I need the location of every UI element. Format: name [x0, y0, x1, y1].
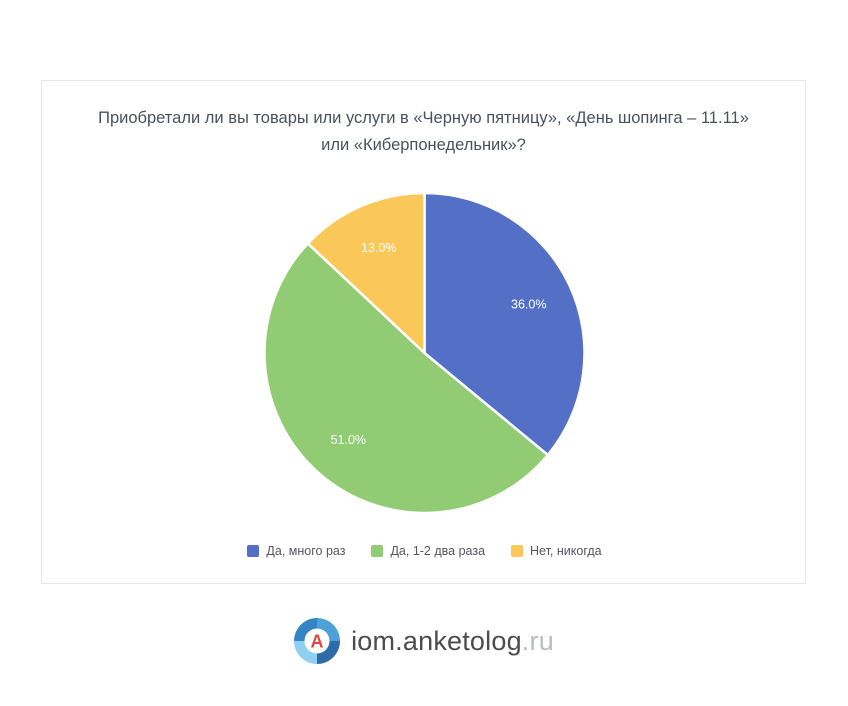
- legend-item-one-two-times[interactable]: Да, 1-2 два раза: [371, 544, 485, 558]
- pie-slice-0[interactable]: [423, 191, 586, 457]
- legend-item-never[interactable]: Нет, никогда: [511, 544, 602, 558]
- legend-swatch: [247, 545, 260, 557]
- legend-item-many-times[interactable]: Да, много раз: [247, 544, 345, 558]
- brand-name: iom.anketolog: [351, 625, 522, 656]
- legend-swatch: [371, 545, 384, 557]
- brand-suffix: .ru: [521, 625, 554, 656]
- brand-text: iom.anketolog.ru: [351, 626, 554, 657]
- pie-slice-1[interactable]: [263, 242, 550, 515]
- svg-text:A: A: [311, 632, 324, 652]
- footer-brand[interactable]: A iom.anketolog.ru: [0, 618, 848, 664]
- pie-slice-percent-label: 36.0%: [511, 297, 546, 311]
- chart-title: Приобретали ли вы товары или услуги в «Ч…: [98, 109, 749, 155]
- legend-swatch: [511, 545, 524, 557]
- pie-slice-2[interactable]: [306, 191, 426, 355]
- pie-slice-percent-label: 51.0%: [331, 433, 366, 447]
- chart-card: Приобретали ли вы товары или услуги в «Ч…: [41, 80, 806, 584]
- legend-label: Да, много раз: [266, 544, 346, 558]
- legend-label: Да, 1-2 два раза: [390, 544, 486, 558]
- anketolog-logo-icon: A: [294, 618, 341, 664]
- pie-chart: 36.0% 51.0% 13.0%: [42, 186, 807, 526]
- pie-chart-svg: 36.0% 51.0% 13.0%: [263, 191, 586, 515]
- legend: Да, много раз Да, 1-2 два раза Нет, нико…: [42, 544, 807, 558]
- pie-slice-percent-label: 13.0%: [361, 241, 396, 255]
- legend-label: Нет, никогда: [530, 544, 602, 558]
